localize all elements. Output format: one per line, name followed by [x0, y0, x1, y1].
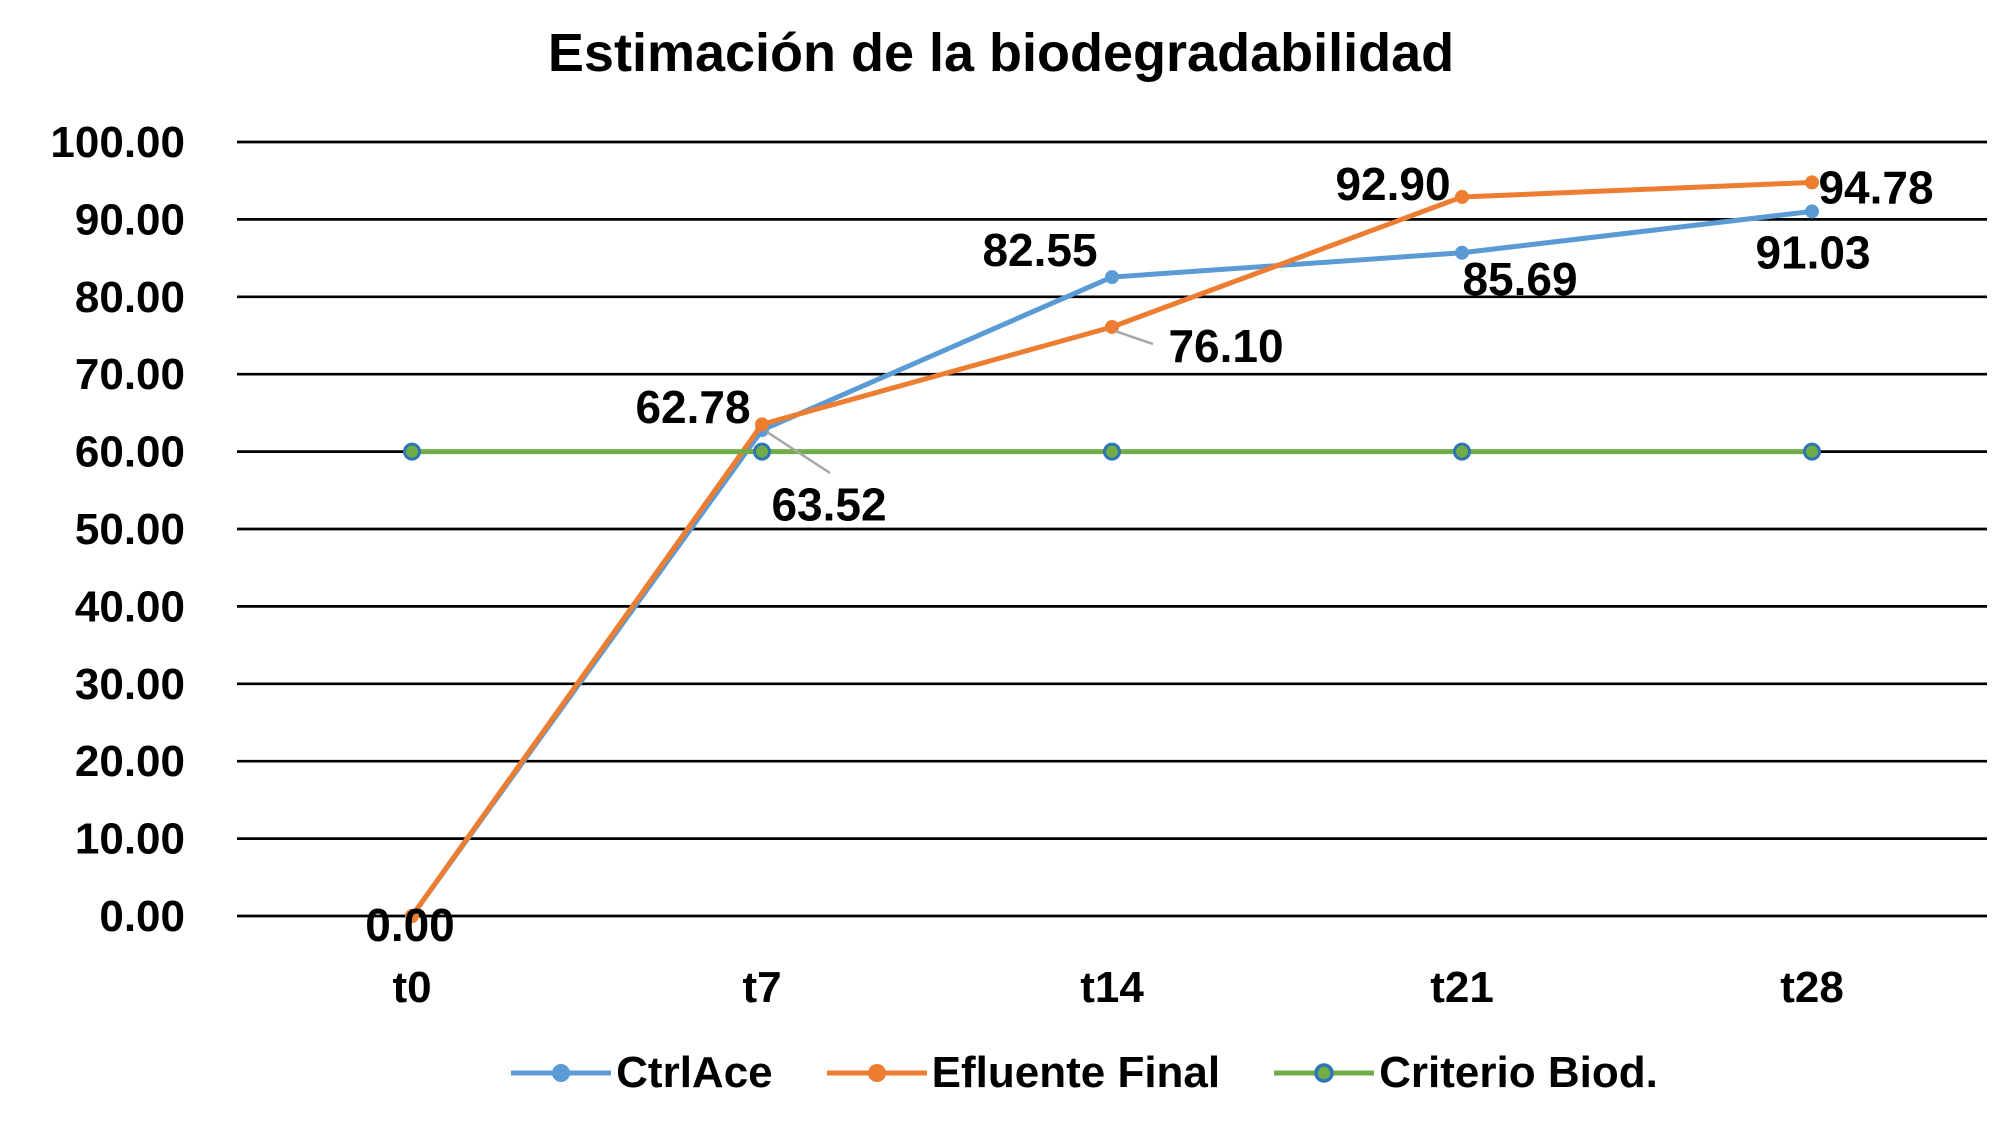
legend-label-efluente-final: Efluente Final	[931, 1048, 1221, 1097]
legend-marker-criterio-biod-icon	[1274, 1063, 1375, 1083]
y-tick-label: 0.00	[99, 892, 185, 941]
data-point-marker	[405, 909, 419, 923]
legend-item-efluente-final: Efluente Final	[825, 1048, 1220, 1098]
data-point-marker	[1103, 442, 1121, 461]
data-label: 85.69	[1462, 253, 1577, 305]
series-line-1	[409, 208, 1813, 918]
legend-item-ctrlace: CtrlAce	[509, 1048, 773, 1098]
data-point-marker	[1455, 189, 1469, 204]
x-tick-label: t14	[1080, 963, 1144, 1012]
data-point-marker	[1805, 204, 1819, 219]
chart-legend: CtrlAce Efluente Final Criterio Biod.	[0, 1038, 2002, 1108]
legend-marker-ctrlace-icon	[511, 1064, 612, 1082]
y-tick-label: 70.00	[75, 350, 185, 399]
legend-label-criterio-biod: Criterio Biod.	[1379, 1048, 1658, 1097]
y-tick-label: 50.00	[75, 505, 185, 554]
data-label: 92.90	[1335, 158, 1450, 210]
x-tick-label: t0	[392, 963, 431, 1012]
x-tick-label: t7	[742, 963, 781, 1012]
label-leader-line	[766, 430, 831, 475]
data-label: 63.52	[771, 478, 886, 530]
y-tick-label: 20.00	[75, 737, 185, 786]
data-point-marker	[1453, 442, 1471, 461]
y-tick-label: 100.00	[50, 118, 185, 167]
data-label: 76.10	[1168, 320, 1283, 372]
y-tick-label: 10.00	[75, 815, 185, 864]
y-tick-label: 30.00	[75, 660, 185, 709]
legend-marker-efluente-final-icon	[826, 1064, 927, 1082]
data-point-marker	[755, 417, 769, 432]
y-tick-label: 40.00	[75, 582, 185, 631]
x-tick-label: t21	[1430, 963, 1494, 1012]
data-label: 94.78	[1818, 161, 1933, 213]
data-point-marker	[403, 442, 421, 461]
data-label: 62.78	[635, 381, 750, 433]
data-point-marker	[1455, 245, 1469, 260]
data-point-marker	[753, 442, 771, 461]
x-tick-label: t28	[1780, 963, 1844, 1012]
legend-label-ctrlace: CtrlAce	[616, 1048, 773, 1097]
data-label: 82.55	[982, 224, 1097, 276]
data-label: 91.03	[1755, 226, 1870, 278]
chart-title: Estimación de la biodegradabilidad	[547, 23, 1455, 83]
y-tick-label: 80.00	[75, 273, 185, 322]
series-line-2	[409, 179, 1813, 918]
data-point-marker	[1805, 175, 1819, 190]
y-tick-label: 90.00	[75, 195, 185, 244]
data-label: 0.00	[365, 899, 455, 951]
y-tick-label: 60.00	[75, 428, 185, 477]
label-leader-line	[1114, 329, 1154, 346]
data-point-marker	[1803, 442, 1821, 461]
legend-item-criterio-biod: Criterio Biod.	[1272, 1048, 1658, 1098]
data-point-marker	[1105, 270, 1119, 285]
